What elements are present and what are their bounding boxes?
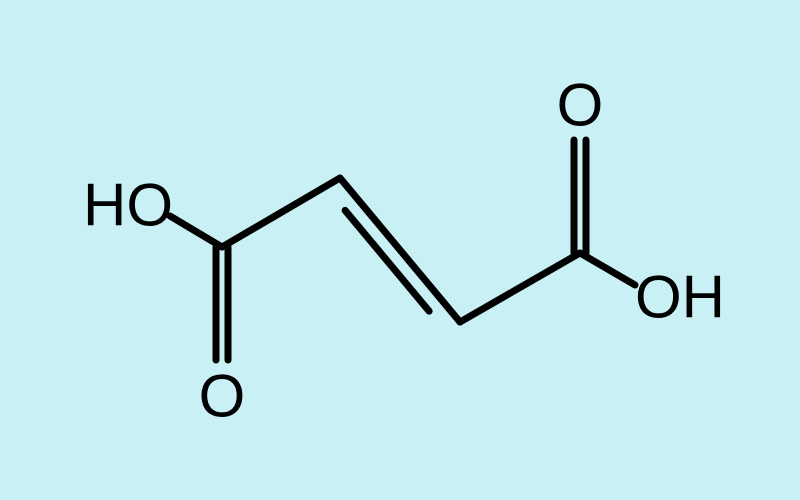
- molecule-svg: HO O O OH: [0, 0, 800, 500]
- chemical-structure-diagram: HO O O OH: [0, 0, 800, 500]
- atom-label-right_O: O: [557, 72, 604, 139]
- atom-label-left_O: O: [199, 363, 246, 430]
- atom-label-right_OH: OH: [635, 264, 725, 331]
- atom-label-left_OH: HO: [83, 172, 173, 239]
